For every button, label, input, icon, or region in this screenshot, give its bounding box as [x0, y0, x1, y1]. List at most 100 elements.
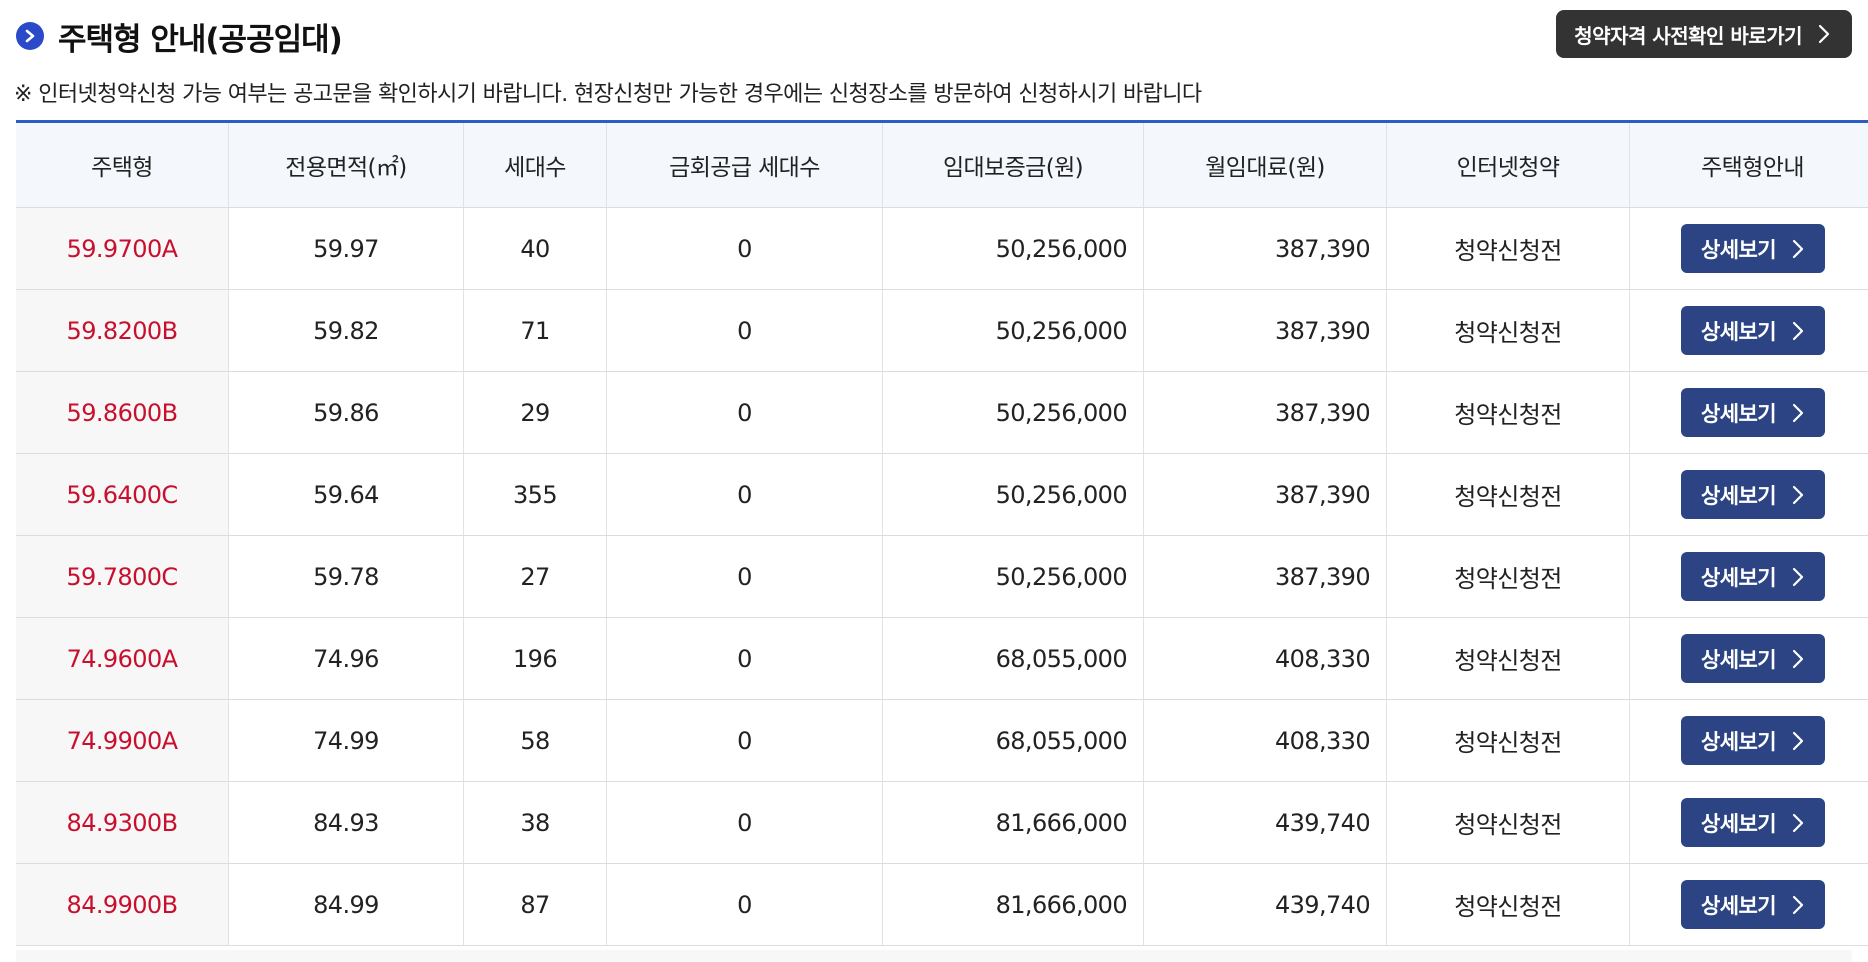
- detail-view-button[interactable]: 상세보기: [1680, 388, 1825, 437]
- table-body: 59.9700A 59.97 40 0 50,256,000 387,390 청약신청전 상세…: [16, 207, 1868, 946]
- housing-type-cell: 74.9600A: [16, 617, 229, 700]
- deposit-cell: 81,666,000: [882, 781, 1144, 864]
- housing-type-cell: 74.9900A: [16, 699, 229, 782]
- area-cell: 84.99: [228, 863, 464, 946]
- detail-cell: 상세보기: [1629, 371, 1868, 454]
- rent-cell: 408,330: [1143, 699, 1387, 782]
- internet-application-status-cell: 청약신청전: [1386, 617, 1630, 700]
- deposit-cell: 68,055,000: [882, 617, 1144, 700]
- internet-application-status-cell: 청약신청전: [1386, 699, 1630, 782]
- deposit-cell: 50,256,000: [882, 535, 1144, 618]
- column-header: 금회공급 세대수: [606, 121, 883, 208]
- supply-cell: 0: [606, 699, 883, 782]
- table-bottom-strip: [16, 950, 1852, 962]
- supply-cell: 0: [606, 289, 883, 372]
- detail-view-button[interactable]: 상세보기: [1680, 224, 1825, 273]
- households-cell: 40: [463, 207, 607, 290]
- rent-cell: 387,390: [1143, 371, 1387, 454]
- detail-view-button[interactable]: 상세보기: [1680, 306, 1825, 355]
- deposit-cell: 68,055,000: [882, 699, 1144, 782]
- supply-cell: 0: [606, 371, 883, 454]
- internet-application-status-cell: 청약신청전: [1386, 371, 1630, 454]
- households-cell: 87: [463, 863, 607, 946]
- detail-cell: 상세보기: [1629, 207, 1868, 290]
- detail-view-button-label: 상세보기: [1701, 565, 1776, 590]
- chevron-right-icon: [1792, 403, 1804, 422]
- area-cell: 84.93: [228, 781, 464, 864]
- chevron-right-icon: [1792, 895, 1804, 914]
- table-row: 59.7800C 59.78 27 0 50,256,000 387,390 청약신청전 상세…: [16, 535, 1868, 618]
- chevron-right-icon: [1792, 239, 1804, 258]
- page-title: 주택형 안내(공공임대): [58, 21, 343, 58]
- households-cell: 58: [463, 699, 607, 782]
- detail-view-button[interactable]: 상세보기: [1680, 552, 1825, 601]
- detail-view-button[interactable]: 상세보기: [1680, 798, 1825, 847]
- detail-view-button-label: 상세보기: [1701, 237, 1776, 262]
- detail-cell: 상세보기: [1629, 699, 1868, 782]
- detail-view-button-label: 상세보기: [1701, 647, 1776, 672]
- detail-view-button-label: 상세보기: [1701, 893, 1776, 918]
- supply-cell: 0: [606, 535, 883, 618]
- detail-view-button[interactable]: 상세보기: [1680, 470, 1825, 519]
- chevron-right-icon: [1792, 813, 1804, 832]
- area-cell: 59.64: [228, 453, 464, 536]
- detail-cell: 상세보기: [1629, 863, 1868, 946]
- detail-cell: 상세보기: [1629, 617, 1868, 700]
- table-row: 59.8200B 59.82 71 0 50,256,000 387,390 청약신청전 상세…: [16, 289, 1868, 372]
- table-row: 74.9600A 74.96 196 0 68,055,000 408,330 청약신청전 상…: [16, 617, 1868, 700]
- area-cell: 59.97: [228, 207, 464, 290]
- rent-cell: 387,390: [1143, 207, 1387, 290]
- title-group: 주택형 안내(공공임대): [16, 15, 343, 58]
- housing-type-cell: 59.6400C: [16, 453, 229, 536]
- chevron-right-icon: [1792, 321, 1804, 340]
- supply-cell: 0: [606, 207, 883, 290]
- chevron-right-icon: [1792, 485, 1804, 504]
- detail-cell: 상세보기: [1629, 289, 1868, 372]
- detail-view-button-label: 상세보기: [1701, 319, 1776, 344]
- detail-view-button[interactable]: 상세보기: [1680, 880, 1825, 929]
- supply-cell: 0: [606, 863, 883, 946]
- detail-view-button[interactable]: 상세보기: [1680, 634, 1825, 683]
- prequal-check-button-label: 청약자격 사전확인 바로가기: [1574, 23, 1802, 48]
- table-header-row: 주택형 전용면적(㎡) 세대수 금회공급 세대수 임대보증금(원) 월임대료(원) 인터넷청…: [16, 121, 1868, 208]
- prequal-check-button[interactable]: 청약자격 사전확인 바로가기: [1556, 10, 1852, 58]
- area-cell: 74.96: [228, 617, 464, 700]
- internet-application-status-cell: 청약신청전: [1386, 207, 1630, 290]
- internet-application-status-cell: 청약신청전: [1386, 453, 1630, 536]
- deposit-cell: 50,256,000: [882, 453, 1144, 536]
- deposit-cell: 50,256,000: [882, 371, 1144, 454]
- housing-type-cell: 84.9900B: [16, 863, 229, 946]
- chevron-right-icon: [1792, 567, 1804, 586]
- internet-application-status-cell: 청약신청전: [1386, 781, 1630, 864]
- households-cell: 71: [463, 289, 607, 372]
- detail-view-button-label: 상세보기: [1701, 811, 1776, 836]
- deposit-cell: 81,666,000: [882, 863, 1144, 946]
- chevron-right-icon: [1792, 649, 1804, 668]
- internet-application-status-cell: 청약신청전: [1386, 863, 1630, 946]
- rent-cell: 387,390: [1143, 289, 1387, 372]
- rent-cell: 387,390: [1143, 535, 1387, 618]
- area-cell: 59.86: [228, 371, 464, 454]
- households-cell: 38: [463, 781, 607, 864]
- households-cell: 27: [463, 535, 607, 618]
- column-header: 월임대료(원): [1143, 121, 1387, 208]
- households-cell: 355: [463, 453, 607, 536]
- column-header: 세대수: [463, 121, 607, 208]
- area-cell: 59.82: [228, 289, 464, 372]
- detail-view-button-label: 상세보기: [1701, 729, 1776, 754]
- area-cell: 59.78: [228, 535, 464, 618]
- housing-type-cell: 59.9700A: [16, 207, 229, 290]
- households-cell: 196: [463, 617, 607, 700]
- column-header: 주택형안내: [1629, 121, 1868, 208]
- detail-view-button[interactable]: 상세보기: [1680, 716, 1825, 765]
- rent-cell: 408,330: [1143, 617, 1387, 700]
- area-cell: 74.99: [228, 699, 464, 782]
- chevron-right-icon: [1792, 731, 1804, 750]
- column-header: 임대보증금(원): [882, 121, 1144, 208]
- table-row: 59.8600B 59.86 29 0 50,256,000 387,390 청약신청전 상세…: [16, 371, 1868, 454]
- detail-cell: 상세보기: [1629, 535, 1868, 618]
- rent-cell: 439,740: [1143, 781, 1387, 864]
- deposit-cell: 50,256,000: [882, 289, 1144, 372]
- table-row: 59.9700A 59.97 40 0 50,256,000 387,390 청약신청전 상세…: [16, 207, 1868, 290]
